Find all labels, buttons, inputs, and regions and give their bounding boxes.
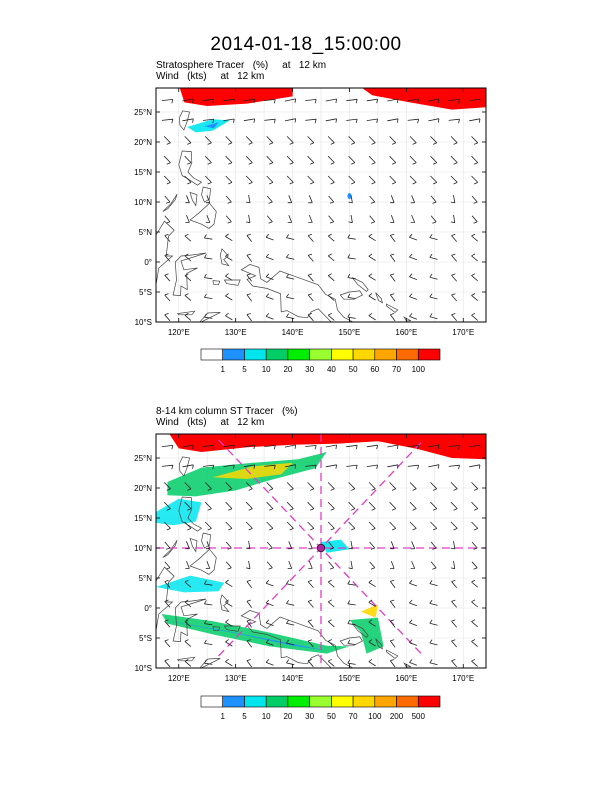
lat-label: 20°N (134, 484, 152, 493)
colorbar-label: 30 (305, 712, 314, 721)
strat-tracer-nw (179, 88, 293, 106)
lat-label: 10°N (134, 198, 152, 207)
colorbar-swatch (417, 695, 441, 708)
colorbar-label: 20 (283, 712, 292, 721)
lon-label: 160°E (395, 674, 417, 683)
colorbar-label: 60 (370, 365, 379, 374)
colorbar-swatch (222, 695, 245, 708)
colorbar-swatch (396, 695, 419, 708)
colorbar-2: 1 5 10 20 30 50 70 100 200 500 (200, 695, 441, 721)
lon-label: 140°E (282, 674, 304, 683)
colorbar-swatch (265, 695, 289, 708)
map-frame-2 (155, 433, 487, 669)
lat-label: 15°N (134, 514, 152, 523)
panel2-title-line2: Wind (kts) at 12 km (156, 417, 265, 428)
wind-barbs-2 (161, 444, 481, 668)
colorbar-swatch (309, 348, 332, 361)
map-panel-2 (156, 434, 486, 668)
gridlines (156, 434, 486, 668)
colorbar-1: 1 5 10 20 30 40 50 60 70 100 (200, 348, 441, 374)
colorbar-swatch (265, 348, 289, 361)
lon-label: 170°E (452, 674, 474, 683)
colorbar-swatch (374, 348, 397, 361)
colorbar-swatch (417, 348, 441, 361)
wind-barbs-1 (161, 98, 481, 322)
lon-label: 130°E (225, 674, 247, 683)
lat-label: 5°S (139, 288, 152, 297)
lon-label: 170°E (452, 328, 474, 337)
colorbar-label: 70 (349, 712, 358, 721)
colorbar-label: 50 (327, 712, 336, 721)
lon-label: 120°E (168, 328, 190, 337)
lat-label: 5°N (139, 228, 153, 237)
storm-center-marker (316, 543, 326, 553)
colorbar-label: 30 (305, 365, 314, 374)
colorbar-label: 40 (327, 365, 336, 374)
lon-label: 160°E (395, 328, 417, 337)
colorbar-label: 20 (283, 365, 292, 374)
map-frame-1 (155, 87, 487, 323)
figure-title: 2014-01-18_15:00:00 (210, 34, 402, 55)
panel1-title-line2: Wind (kts) at 12 km (156, 71, 265, 82)
colorbar-swatch (287, 695, 310, 708)
map-panel-1 (156, 88, 486, 322)
colorbar-label: 500 (412, 712, 426, 721)
coastlines (156, 110, 412, 322)
colorbar-label: 200 (390, 712, 404, 721)
colorbar-label: 70 (392, 365, 401, 374)
axis-ticks-1 (156, 88, 486, 323)
coastlines (156, 456, 412, 668)
colorbar-swatch (331, 695, 354, 708)
panel2-title-line1: 8-14 km column ST Tracer (%) (156, 406, 298, 417)
colorbar-swatch (352, 348, 376, 361)
colorbar-label: 10 (262, 712, 271, 721)
strat-tracer-ne (362, 88, 486, 110)
axis-ticks-2 (156, 434, 486, 669)
lat-label: 5°S (139, 634, 152, 643)
lat-label: 10°N (134, 544, 152, 553)
colorbar-label: 50 (349, 365, 358, 374)
lat-label: 10°S (135, 318, 152, 327)
lon-label: 140°E (282, 328, 304, 337)
colorbar-label: 1 (220, 712, 225, 721)
colorbar-label: 10 (262, 365, 271, 374)
lat-label: 25°N (134, 108, 152, 117)
colorbar-label: 1 (220, 365, 225, 374)
colorbar-swatch (352, 695, 376, 708)
colorbar-swatch (309, 695, 332, 708)
lon-label: 130°E (225, 328, 247, 337)
colorbar-swatch (222, 348, 245, 361)
colorbar-swatch (200, 695, 224, 708)
lon-label: 120°E (168, 674, 190, 683)
lat-label: 20°N (134, 138, 152, 147)
panel1-title-line1: Stratosphere Tracer (%) at 12 km (156, 60, 327, 71)
colorbar-label: 5 (242, 365, 247, 374)
colorbar-label: 100 (412, 365, 426, 374)
colorbar-swatch (287, 348, 310, 361)
lat-label: 0° (144, 258, 152, 267)
column-tracer-north (169, 434, 486, 460)
colorbar-swatch (374, 695, 397, 708)
tracer-field-1 (179, 88, 486, 199)
colorbar-swatch (244, 348, 267, 361)
colorbar-label: 100 (368, 712, 382, 721)
colorbar-swatch (244, 695, 267, 708)
lat-label: 0° (144, 604, 152, 613)
lat-label: 10°S (135, 664, 152, 673)
colorbar-swatch (331, 348, 354, 361)
colorbar-swatch (200, 348, 224, 361)
colorbar-label: 5 (242, 712, 247, 721)
lat-label: 5°N (139, 574, 153, 583)
lon-label: 150°E (339, 328, 361, 337)
lat-label: 15°N (134, 168, 152, 177)
lat-label: 25°N (134, 454, 152, 463)
colorbar-swatch (396, 348, 419, 361)
lon-label: 150°E (339, 674, 361, 683)
